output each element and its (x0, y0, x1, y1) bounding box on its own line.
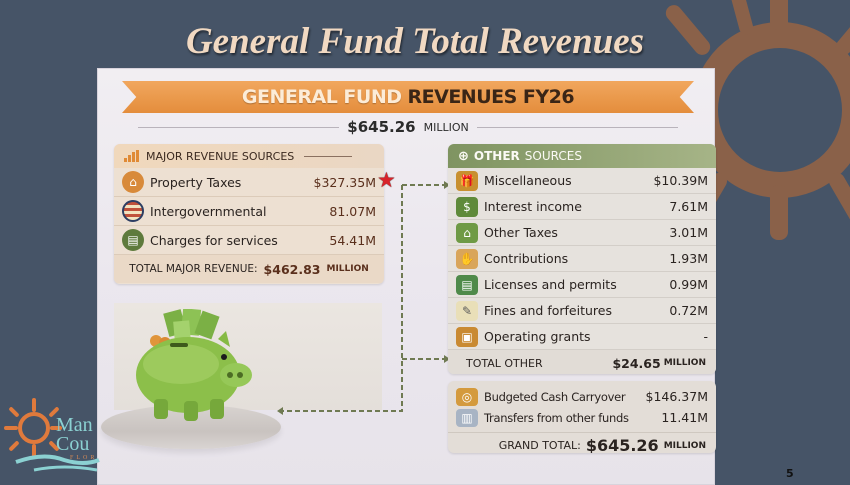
other-sources-total: TOTAL OTHER $24.65 MILLION (448, 350, 716, 374)
row-value: 0.99M (669, 277, 708, 292)
additional-row: ▥ Transfers from other funds 11.41M (448, 407, 716, 428)
piggy-bank-icon (136, 309, 252, 421)
grant-box-icon: ▣ (456, 326, 478, 347)
major-revenue-panel: MAJOR REVENUE SOURCES ⌂ Property Taxes $… (114, 144, 384, 284)
other-sources-title-light: SOURCES (524, 149, 582, 163)
clipboard-icon: ▤ (122, 229, 144, 251)
major-revenue-title: MAJOR REVENUE SOURCES (146, 149, 295, 163)
major-revenue-total: TOTAL MAJOR REVENUE: $462.83 MILLION (114, 255, 384, 283)
row-label: Operating grants (484, 329, 591, 344)
logo-text-line3: FLOR (70, 455, 98, 461)
total-value: $24.65 (612, 355, 661, 371)
house-icon: ⌂ (122, 171, 144, 193)
hand-coin-icon: ✋ (456, 248, 478, 269)
major-revenue-row: Intergovernmental 81.07M (114, 197, 384, 226)
row-label: Other Taxes (484, 225, 558, 240)
row-label: Intergovernmental (150, 203, 267, 219)
row-value: 0.72M (669, 303, 708, 318)
row-label: Licenses and permits (484, 277, 617, 292)
row-value: 81.07M (329, 203, 376, 219)
major-revenue-row: ▤ Charges for services 54.41M (114, 226, 384, 255)
other-sources-title-bold: OTHER (473, 149, 520, 163)
divider (304, 155, 353, 157)
row-value: 54.41M (329, 232, 376, 248)
document-pen-icon: ✎ (456, 300, 478, 321)
grand-total: GRAND TOTAL: $645.26 MILLION (448, 432, 716, 453)
divider (138, 126, 340, 128)
grand-total-unit: MILLION (663, 440, 706, 451)
county-logo (4, 398, 100, 472)
grand-total-panel: ◎ Budgeted Cash Carryover $146.37M ▥ Tra… (448, 381, 716, 453)
page-number: 5 (786, 467, 794, 480)
coin-stack-icon: ◎ (456, 387, 478, 406)
row-label: Contributions (484, 251, 569, 266)
total-unit: MILLION (326, 264, 369, 274)
other-source-row: ▣ Operating grants - (448, 324, 716, 350)
banner-text-light: GENERAL FUND (241, 86, 402, 108)
major-revenue-row: ⌂ Property Taxes $327.35M (114, 168, 384, 197)
row-label: Miscellaneous (484, 173, 572, 188)
row-value: $327.35M (313, 174, 376, 190)
logo-text-line1: Man (56, 414, 93, 436)
grand-total-value: $645.26 (585, 436, 659, 453)
banner-text-dark: REVENUES FY26 (407, 86, 575, 108)
major-revenue-header: MAJOR REVENUE SOURCES (114, 144, 384, 168)
bar-chart-icon (124, 150, 139, 162)
row-value: - (703, 329, 708, 344)
row-value: 11.41M (661, 410, 708, 425)
row-label: Fines and forfeitures (484, 303, 612, 318)
infographic-card: GENERAL FUND REVENUES FY26 $645.26 MILLI… (97, 68, 716, 485)
money-bag-icon: $ (456, 196, 478, 217)
building-icon: ▥ (456, 408, 478, 427)
additional-row: ◎ Budgeted Cash Carryover $146.37M (448, 386, 716, 407)
gift-icon: 🎁 (456, 170, 478, 191)
headline-total-unit: MILLION (423, 120, 469, 134)
other-source-row: 🎁 Miscellaneous $10.39M (448, 168, 716, 194)
flag-icon (122, 200, 144, 222)
total-label: TOTAL MAJOR REVENUE: (129, 263, 258, 275)
row-label: Budgeted Cash Carryover (484, 389, 626, 404)
headline-total-amount: $645.26 (347, 118, 416, 136)
other-source-row: ▤ Licenses and permits 0.99M (448, 272, 716, 298)
row-value: 3.01M (669, 225, 708, 240)
other-sources-panel: ⊕ OTHER SOURCES 🎁 Miscellaneous $10.39M … (448, 144, 716, 374)
total-value: $462.83 (263, 261, 321, 277)
row-value: $10.39M (653, 173, 708, 188)
plus-coins-icon: ⊕ (458, 148, 469, 164)
other-source-row: ✎ Fines and forfeitures 0.72M (448, 298, 716, 324)
row-value: 1.93M (669, 251, 708, 266)
other-sources-header: ⊕ OTHER SOURCES (448, 144, 716, 168)
row-label: Interest income (484, 199, 582, 214)
row-value: $146.37M (645, 389, 708, 404)
grand-total-label: GRAND TOTAL: (498, 439, 581, 452)
row-label: Charges for services (150, 232, 278, 248)
license-card-icon: ▤ (456, 274, 478, 295)
divider (476, 126, 679, 128)
house-money-icon: ⌂ (456, 222, 478, 243)
other-source-row: ✋ Contributions 1.93M (448, 246, 716, 272)
logo-text-line2: Cou (56, 433, 90, 455)
total-label: TOTAL OTHER (466, 356, 543, 370)
star-icon: ★ (377, 168, 396, 192)
total-unit: MILLION (663, 358, 706, 368)
other-source-row: ⌂ Other Taxes 3.01M (448, 220, 716, 246)
headline-total: $645.26 MILLION (138, 117, 679, 137)
other-source-row: $ Interest income 7.61M (448, 194, 716, 220)
row-value: 7.61M (669, 199, 708, 214)
slide-title: General Fund Total Revenues (185, 21, 645, 62)
title-banner: GENERAL FUND REVENUES FY26 (122, 81, 694, 113)
row-label: Transfers from other funds (484, 410, 629, 425)
row-label: Property Taxes (150, 174, 242, 190)
